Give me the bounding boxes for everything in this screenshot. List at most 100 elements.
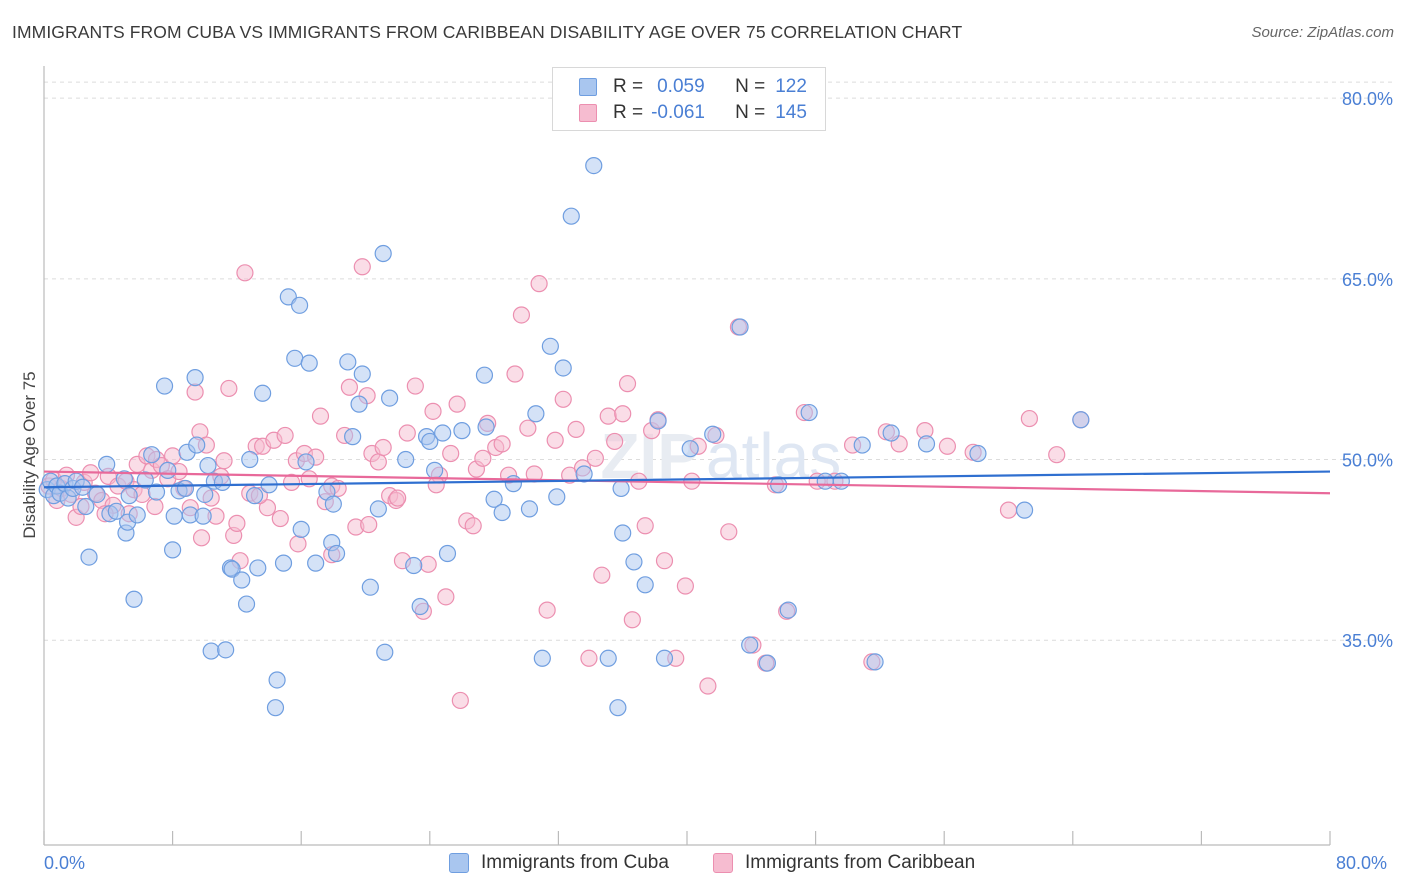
data-point	[567, 420, 585, 439]
data-point	[289, 535, 307, 553]
data-point	[538, 601, 556, 619]
data-point	[236, 264, 254, 282]
data-point	[254, 384, 272, 402]
data-point	[554, 359, 572, 377]
data-point	[448, 395, 466, 413]
data-point	[442, 444, 460, 463]
data-point	[453, 422, 471, 440]
data-point	[741, 636, 759, 654]
data-point	[419, 555, 437, 573]
data-point	[237, 595, 256, 613]
data-point	[223, 560, 241, 578]
data-point	[374, 244, 392, 263]
data-point	[614, 524, 632, 542]
data-point	[437, 588, 455, 606]
cuba-swatch-icon	[579, 78, 597, 96]
data-point	[164, 541, 182, 559]
data-point	[519, 419, 537, 437]
data-point	[676, 577, 694, 595]
data-point	[609, 699, 627, 717]
cuba-points	[38, 156, 1090, 717]
data-point	[655, 552, 674, 570]
data-point	[699, 677, 717, 695]
data-point	[800, 403, 818, 422]
data-point	[614, 405, 632, 423]
data-point	[188, 436, 206, 454]
legend-r-label: R =	[613, 102, 644, 123]
data-point	[758, 654, 776, 672]
data-point	[77, 497, 95, 516]
legend-item-cuba: Immigrants from Cuba	[449, 852, 669, 874]
data-point	[107, 502, 125, 520]
data-point	[421, 432, 439, 451]
data-point	[249, 559, 267, 577]
data-point	[477, 418, 495, 436]
source-label: Source: ZipAtlas.com	[1251, 24, 1394, 41]
data-point	[353, 365, 371, 383]
cuba-trend-line	[43, 470, 1331, 489]
data-point	[276, 426, 294, 445]
data-point	[186, 369, 204, 387]
data-point	[554, 390, 572, 408]
data-point	[731, 318, 749, 336]
data-point	[353, 258, 371, 276]
data-point	[575, 465, 593, 483]
data-point	[245, 487, 264, 505]
legend-row-cuba: R = 0.059 N = 122	[579, 76, 807, 98]
data-point	[585, 156, 603, 175]
data-point	[369, 453, 387, 471]
data-point	[228, 514, 246, 532]
y-tick-labels: 35.0% 50.0% 65.0% 80.0%	[1342, 89, 1393, 651]
data-point	[215, 452, 233, 470]
data-point	[527, 405, 545, 423]
data-point	[398, 424, 416, 442]
data-point	[406, 377, 424, 395]
data-point	[493, 435, 511, 453]
data-point	[147, 483, 166, 501]
caribbean-swatch-icon	[579, 104, 597, 122]
data-point	[1072, 411, 1090, 429]
data-point	[344, 428, 362, 446]
data-point	[681, 440, 699, 458]
caribbean-legend-icon	[713, 853, 733, 873]
data-point	[164, 447, 182, 465]
data-point	[405, 556, 423, 575]
data-point	[599, 407, 617, 425]
data-point	[360, 515, 378, 534]
data-point	[194, 507, 212, 525]
data-point	[882, 424, 900, 442]
data-point	[196, 485, 214, 504]
data-point	[636, 517, 654, 535]
legend-r-value: 0.059	[657, 76, 705, 97]
data-point	[233, 571, 251, 589]
data-point	[853, 436, 871, 454]
x-min-label: 0.0%	[44, 853, 86, 873]
data-point	[493, 503, 511, 522]
y-tick-label: 80.0%	[1342, 89, 1393, 109]
legend-n-value: 145	[775, 102, 807, 123]
x-max-label: 80.0%	[1336, 853, 1388, 873]
data-point	[475, 366, 494, 384]
data-point	[88, 485, 106, 504]
legend-label-caribbean: Immigrants from Caribbean	[745, 852, 976, 873]
data-point	[98, 455, 116, 473]
data-point	[438, 544, 457, 563]
data-point	[327, 544, 346, 563]
data-point	[381, 389, 399, 407]
data-point	[274, 554, 293, 572]
data-point	[485, 490, 503, 508]
data-point	[683, 472, 701, 490]
data-point	[202, 642, 220, 660]
data-point	[339, 353, 357, 371]
data-point	[120, 487, 138, 505]
data-point	[186, 383, 204, 401]
data-point	[282, 473, 301, 492]
data-point	[389, 489, 407, 507]
data-point	[530, 275, 548, 293]
data-point	[586, 449, 604, 467]
data-point	[220, 379, 238, 398]
data-point	[125, 590, 143, 608]
legend-n-value: 122	[775, 76, 807, 97]
data-point	[286, 349, 304, 367]
data-point	[541, 337, 559, 355]
